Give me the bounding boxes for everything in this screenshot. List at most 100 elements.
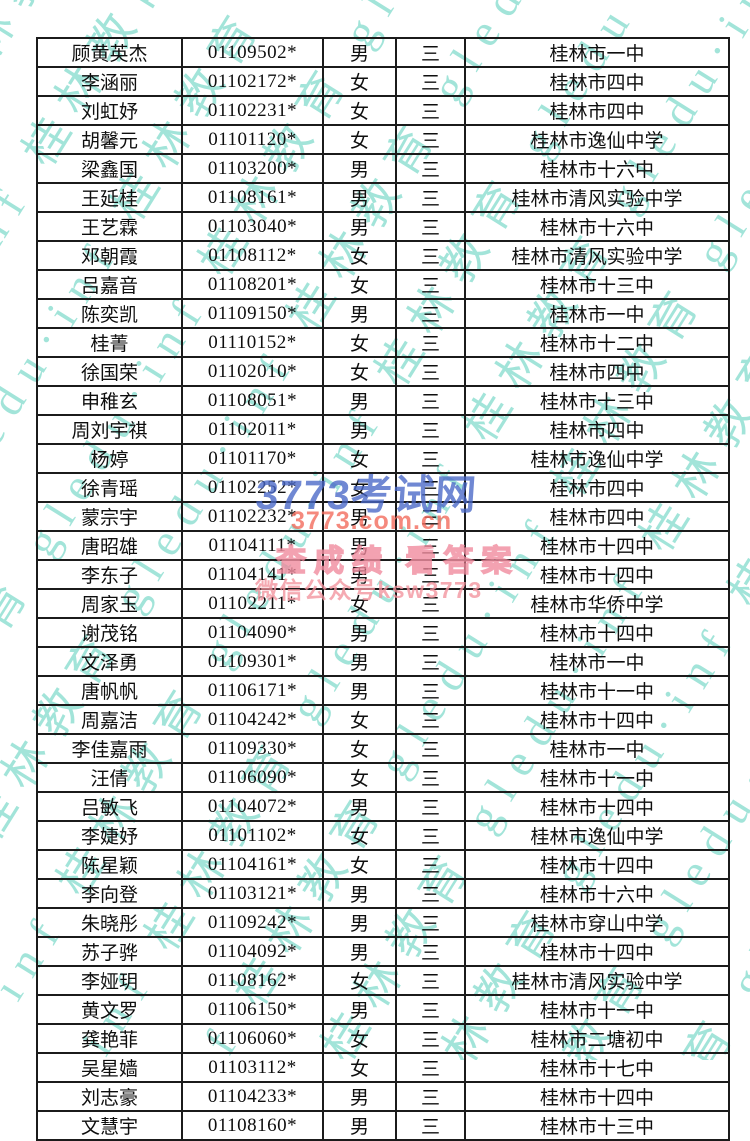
- gender-cell: 男: [322, 153, 397, 184]
- gender-cell: 男: [322, 211, 397, 242]
- school-cell: 桂林市十四中: [464, 1081, 730, 1112]
- student-name-cell: 朱晓彤: [36, 907, 183, 938]
- table-row: 陈奕凯 01109150* 男 三 桂林市一中: [36, 298, 730, 329]
- school-cell: 桂林市四中: [464, 356, 730, 387]
- school-cell: 桂林市逸仙中学: [464, 443, 730, 474]
- school-cell: 桂林市十四中: [464, 791, 730, 822]
- grade-cell: 三: [395, 37, 466, 68]
- gender-cell: 女: [322, 1023, 397, 1054]
- grade-cell: 三: [395, 588, 466, 619]
- school-cell: 桂林市十四中: [464, 704, 730, 735]
- table-row: 邓朝霞 01108112* 女 三 桂林市清风实验中学: [36, 240, 730, 271]
- gender-cell: 女: [322, 95, 397, 126]
- grade-cell: 三: [395, 211, 466, 242]
- grade-cell: 三: [395, 182, 466, 213]
- gender-cell: 女: [322, 327, 397, 358]
- table-row: 王艺霖 01103040* 男 三 桂林市十六中: [36, 211, 730, 242]
- table-row: 李婕妤 01101102* 女 三 桂林市逸仙中学: [36, 820, 730, 851]
- exam-number-cell: 01101102*: [181, 820, 324, 851]
- table-row: 王延桂 01108161* 男 三 桂林市清风实验中学: [36, 182, 730, 213]
- exam-number-cell: 01109330*: [181, 733, 324, 764]
- school-cell: 桂林市十七中: [464, 1052, 730, 1083]
- table-row: 徐国荣 01102010* 女 三 桂林市四中: [36, 356, 730, 387]
- student-name-cell: 蒙宗宇: [36, 501, 183, 532]
- gender-cell: 男: [322, 791, 397, 822]
- gender-cell: 女: [322, 443, 397, 474]
- exam-number-cell: 01108161*: [181, 182, 324, 213]
- grade-cell: 三: [395, 124, 466, 155]
- grade-cell: 三: [395, 95, 466, 126]
- grade-cell: 三: [395, 994, 466, 1025]
- table-row: 唐帆帆 01106171* 男 三 桂林市十一中: [36, 675, 730, 706]
- table-row: 文慧宇 01108160* 男 三 桂林市十三中: [36, 1110, 730, 1141]
- table-row: 周家玉 01102211* 女 三 桂林市华侨中学: [36, 588, 730, 619]
- student-name-cell: 唐昭雄: [36, 530, 183, 561]
- student-name-cell: 黄文罗: [36, 994, 183, 1025]
- gender-cell: 男: [322, 501, 397, 532]
- student-name-cell: 王艺霖: [36, 211, 183, 242]
- gender-cell: 女: [322, 269, 397, 300]
- school-cell: 桂林市十四中: [464, 936, 730, 967]
- student-name-cell: 吕敏飞: [36, 791, 183, 822]
- grade-cell: 三: [395, 414, 466, 445]
- exam-number-cell: 01104111*: [181, 530, 324, 561]
- grade-cell: 三: [395, 153, 466, 184]
- school-cell: 桂林市华侨中学: [464, 588, 730, 619]
- student-name-cell: 龚艳菲: [36, 1023, 183, 1054]
- student-name-cell: 李向登: [36, 878, 183, 909]
- grade-cell: 三: [395, 907, 466, 938]
- gender-cell: 男: [322, 1110, 397, 1141]
- exam-number-cell: 01104072*: [181, 791, 324, 822]
- gender-cell: 女: [322, 472, 397, 503]
- grade-cell: 三: [395, 646, 466, 677]
- exam-number-cell: 01109301*: [181, 646, 324, 677]
- exam-number-cell: 01102172*: [181, 66, 324, 97]
- grade-cell: 三: [395, 936, 466, 967]
- table-row: 黄文罗 01106150* 男 三 桂林市十一中: [36, 994, 730, 1025]
- grade-cell: 三: [395, 704, 466, 735]
- gender-cell: 女: [322, 849, 397, 880]
- table-row: 陈星颖 01104161* 女 三 桂林市十四中: [36, 849, 730, 880]
- exam-number-cell: 01102252*: [181, 472, 324, 503]
- school-cell: 桂林市四中: [464, 414, 730, 445]
- school-cell: 桂林市十四中: [464, 559, 730, 590]
- grade-cell: 三: [395, 617, 466, 648]
- student-name-cell: 汪倩: [36, 762, 183, 793]
- school-cell: 桂林市逸仙中学: [464, 124, 730, 155]
- student-name-cell: 徐国荣: [36, 356, 183, 387]
- table-row: 李佳嘉雨 01109330* 女 三 桂林市一中: [36, 733, 730, 764]
- grade-cell: 三: [395, 1052, 466, 1083]
- student-name-cell: 杨婷: [36, 443, 183, 474]
- table-row: 李向登 01103121* 男 三 桂林市十六中: [36, 878, 730, 909]
- table-row: 唐昭雄 01104111* 男 三 桂林市十四中: [36, 530, 730, 561]
- grade-cell: 三: [395, 878, 466, 909]
- student-name-cell: 顾黄英杰: [36, 37, 183, 68]
- student-name-cell: 邓朝霞: [36, 240, 183, 271]
- student-name-cell: 李东子: [36, 559, 183, 590]
- table-row: 朱晓彤 01109242* 男 三 桂林市穿山中学: [36, 907, 730, 938]
- exam-number-cell: 01101170*: [181, 443, 324, 474]
- school-cell: 桂林市十一中: [464, 994, 730, 1025]
- exam-number-cell: 01106150*: [181, 994, 324, 1025]
- grade-cell: 三: [395, 356, 466, 387]
- student-name-cell: 陈奕凯: [36, 298, 183, 329]
- student-name-cell: 李婕妤: [36, 820, 183, 851]
- exam-number-cell: 01109242*: [181, 907, 324, 938]
- gender-cell: 男: [322, 385, 397, 416]
- grade-cell: 三: [395, 501, 466, 532]
- exam-number-cell: 01103121*: [181, 878, 324, 909]
- table-row: 徐青瑶 01102252* 女 三 桂林市四中: [36, 472, 730, 503]
- exam-number-cell: 01102011*: [181, 414, 324, 445]
- exam-number-cell: 01106090*: [181, 762, 324, 793]
- grade-cell: 三: [395, 733, 466, 764]
- student-name-cell: 陈星颖: [36, 849, 183, 880]
- school-cell: 桂林市一中: [464, 646, 730, 677]
- gender-cell: 男: [322, 559, 397, 590]
- school-cell: 桂林市十三中: [464, 385, 730, 416]
- student-name-cell: 李娅玥: [36, 965, 183, 996]
- gender-cell: 女: [322, 733, 397, 764]
- student-name-cell: 文慧宇: [36, 1110, 183, 1141]
- grade-cell: 三: [395, 849, 466, 880]
- gender-cell: 女: [322, 240, 397, 271]
- student-name-cell: 周家玉: [36, 588, 183, 619]
